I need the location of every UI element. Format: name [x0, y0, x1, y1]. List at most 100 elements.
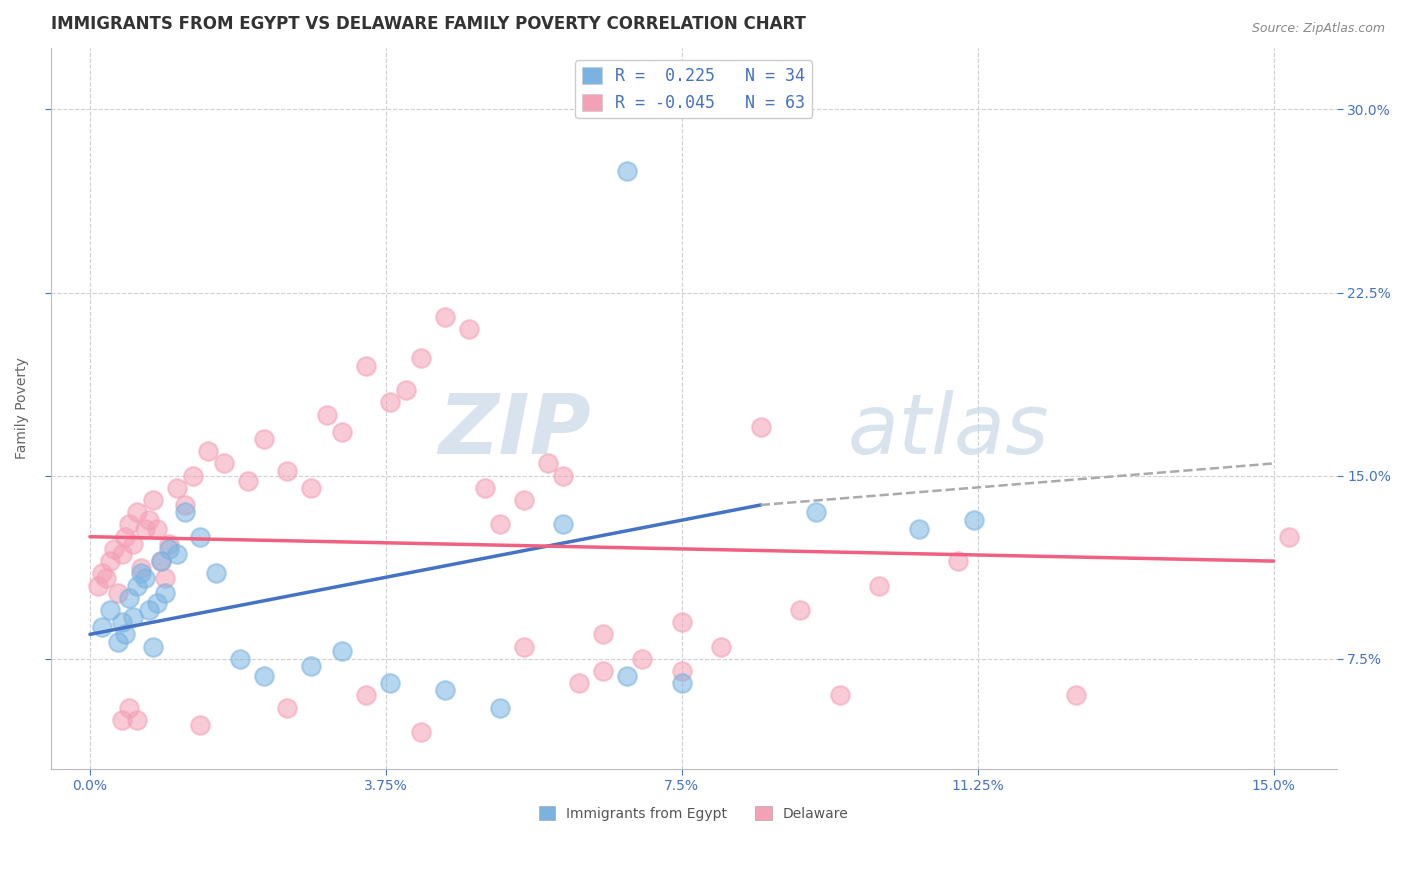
Point — [354, 689, 377, 703]
Point — [157, 537, 180, 551]
Point — [276, 700, 298, 714]
Point — [98, 603, 121, 617]
Point — [671, 676, 693, 690]
Point — [411, 351, 433, 366]
Point — [474, 481, 496, 495]
Point — [122, 537, 145, 551]
Point — [789, 603, 811, 617]
Point — [127, 578, 149, 592]
Point — [229, 652, 252, 666]
Point — [114, 627, 136, 641]
Point — [90, 566, 112, 581]
Point — [138, 513, 160, 527]
Point — [489, 517, 512, 532]
Point — [489, 700, 512, 714]
Point — [553, 517, 575, 532]
Text: atlas: atlas — [848, 390, 1050, 471]
Point — [110, 547, 132, 561]
Point — [907, 522, 929, 536]
Point — [190, 717, 212, 731]
Point — [110, 713, 132, 727]
Point — [868, 578, 890, 592]
Point — [631, 652, 654, 666]
Point — [134, 571, 156, 585]
Point — [138, 603, 160, 617]
Point — [749, 420, 772, 434]
Point — [98, 554, 121, 568]
Point — [411, 725, 433, 739]
Point — [299, 659, 322, 673]
Point — [332, 644, 354, 658]
Point — [153, 571, 176, 585]
Point — [94, 571, 117, 585]
Point — [166, 481, 188, 495]
Point — [153, 586, 176, 600]
Point — [127, 505, 149, 519]
Point — [616, 669, 638, 683]
Point — [122, 610, 145, 624]
Point — [142, 493, 165, 508]
Point — [616, 163, 638, 178]
Point — [828, 689, 851, 703]
Point — [146, 596, 169, 610]
Point — [804, 505, 827, 519]
Point — [434, 683, 457, 698]
Point — [252, 432, 274, 446]
Point — [173, 505, 195, 519]
Point — [963, 513, 986, 527]
Text: IMMIGRANTS FROM EGYPT VS DELAWARE FAMILY POVERTY CORRELATION CHART: IMMIGRANTS FROM EGYPT VS DELAWARE FAMILY… — [51, 15, 806, 33]
Point — [299, 481, 322, 495]
Point — [197, 444, 219, 458]
Point — [146, 522, 169, 536]
Point — [592, 664, 614, 678]
Point — [110, 615, 132, 629]
Point — [205, 566, 228, 581]
Y-axis label: Family Poverty: Family Poverty — [15, 358, 30, 459]
Point — [114, 530, 136, 544]
Point — [315, 408, 337, 422]
Point — [129, 566, 152, 581]
Point — [90, 620, 112, 634]
Point — [190, 530, 212, 544]
Point — [129, 561, 152, 575]
Text: ZIP: ZIP — [439, 390, 591, 471]
Point — [276, 464, 298, 478]
Point — [166, 547, 188, 561]
Point — [118, 700, 141, 714]
Point — [87, 578, 110, 592]
Point — [354, 359, 377, 373]
Point — [252, 669, 274, 683]
Point — [150, 554, 173, 568]
Point — [127, 713, 149, 727]
Legend: Immigrants from Egypt, Delaware: Immigrants from Egypt, Delaware — [533, 800, 855, 827]
Point — [157, 541, 180, 556]
Point — [568, 676, 591, 690]
Point — [107, 586, 129, 600]
Point — [553, 468, 575, 483]
Point — [134, 522, 156, 536]
Point — [537, 457, 560, 471]
Point — [394, 383, 416, 397]
Point — [513, 493, 536, 508]
Point — [103, 541, 125, 556]
Point — [457, 322, 479, 336]
Point — [118, 591, 141, 605]
Point — [671, 615, 693, 629]
Point — [671, 664, 693, 678]
Point — [173, 498, 195, 512]
Point — [378, 676, 401, 690]
Point — [150, 554, 173, 568]
Point — [378, 395, 401, 409]
Point — [107, 634, 129, 648]
Point — [592, 627, 614, 641]
Point — [710, 640, 733, 654]
Text: Source: ZipAtlas.com: Source: ZipAtlas.com — [1251, 22, 1385, 36]
Point — [212, 457, 235, 471]
Point — [142, 640, 165, 654]
Point — [434, 310, 457, 324]
Point — [513, 640, 536, 654]
Point — [946, 554, 969, 568]
Point — [332, 425, 354, 439]
Point — [236, 474, 259, 488]
Point — [181, 468, 204, 483]
